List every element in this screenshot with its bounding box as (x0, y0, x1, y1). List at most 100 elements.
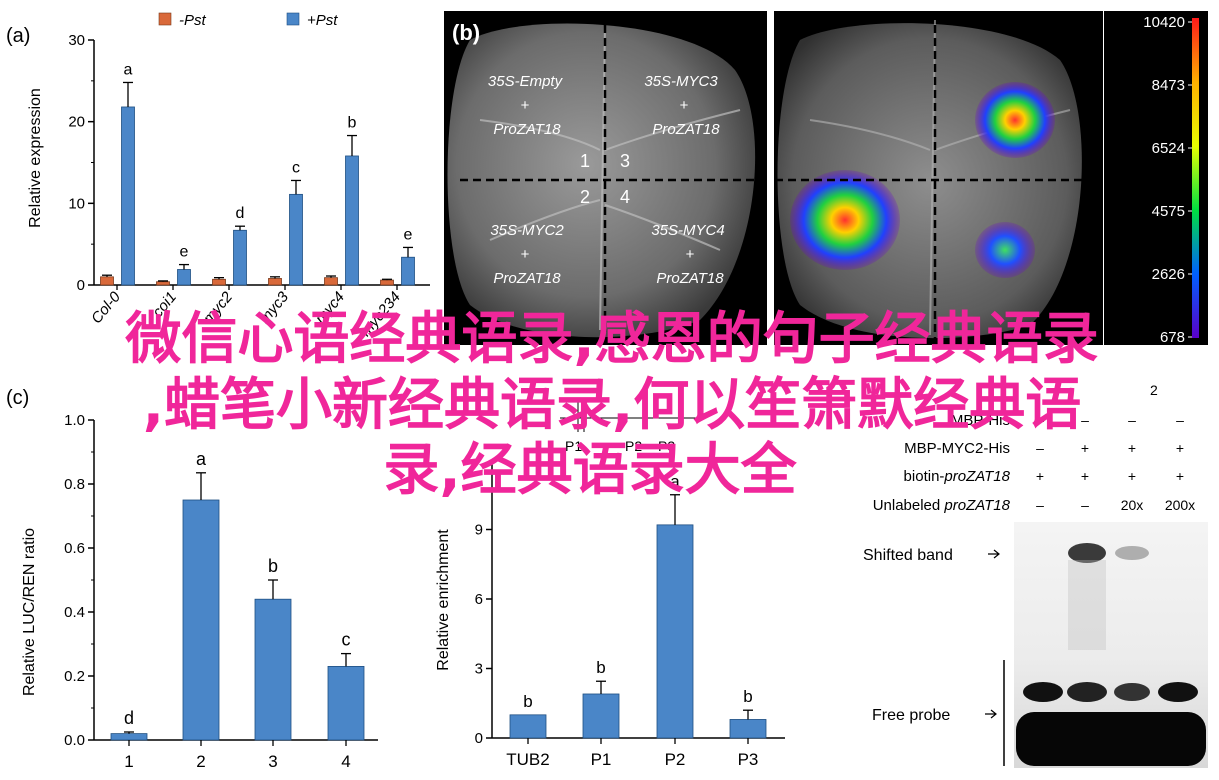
shifted-band-lane-2 (1068, 543, 1106, 563)
pc-ytick-label-1: 0.2 (64, 668, 85, 685)
lane-1-row-2: – (1036, 440, 1044, 456)
overlay-line-3: 录,经典语录大全 (383, 438, 797, 503)
panel-e-lane-values: – – – – – + + + + + + + – – 20x 200x (1036, 412, 1195, 513)
quadrant-3-reporter: ProZAT18 (652, 121, 720, 138)
color-scale-panel (1104, 11, 1208, 345)
lane-4-row-2: + (1176, 440, 1184, 456)
row-label-mbp-his: MBP-His (951, 412, 1010, 429)
lane-2-row-4: – (1081, 497, 1089, 513)
panel-d-header-p3: P3 (658, 438, 675, 454)
panel-e-row-labels: MBP-His MBP-MYC2-His biotin-proZAT18 Unl… (873, 412, 1011, 514)
pc-ytick-label-5: 1.0 (64, 412, 85, 429)
quadrant-1-name: 35S-Empty (488, 73, 564, 90)
quadrant-2-reporter: ProZAT18 (493, 270, 561, 287)
shifted-band-lane-3 (1115, 546, 1149, 560)
pc-xtick-label-2: 3 (268, 752, 277, 771)
row-label-biotin: biotin-proZAT18 (904, 468, 1011, 485)
pc-0-bar (110, 733, 148, 741)
lane-1-row-1: – (1036, 412, 1044, 428)
pc-ytick-label-4: 0.8 (64, 476, 85, 493)
luminescence-spot-myc2 (790, 170, 900, 270)
scale-tick-label-5: 678 (1160, 329, 1185, 346)
pa-plus-1-letter: e (180, 244, 189, 261)
overlay-line-2: ,蜡笔小新经典语录,何以笙箫默经典语 (143, 373, 1082, 438)
pd-3-letter: b (743, 687, 752, 706)
pa-plus-2-letter: d (236, 205, 245, 222)
free-band-upper-lane-4 (1158, 682, 1198, 702)
quadrant-number-1: 1 (580, 151, 590, 171)
luminescence-spot-myc3 (975, 82, 1055, 158)
quadrant-4-plus: + (686, 246, 695, 263)
pa-plus-3-bar (289, 193, 303, 286)
pc-ytick-label-2: 0.4 (64, 604, 85, 621)
panel-e-header-fragment: 2 (1150, 382, 1158, 398)
legend-swatch-minus (158, 12, 172, 26)
panel-d-header-p2: P2 (625, 438, 642, 454)
panel-e: 2 MBP-His MBP-MYC2-His biotin-proZAT18 U… (863, 382, 1208, 768)
free-probe-label: Free probe (872, 707, 950, 724)
pd-0-bar (509, 714, 547, 739)
row-label-unlabeled-probe: proZAT18 (943, 497, 1010, 514)
pc-3-bar (327, 666, 365, 741)
lane-4-row-1: – (1176, 412, 1184, 428)
leaf-veins-left (479, 24, 741, 331)
lane-4-row-4: 200x (1165, 497, 1195, 513)
scale-tick-label-4: 2626 (1152, 266, 1185, 283)
pa-minus-2-bar (212, 278, 226, 286)
pa-minus-5-bar (380, 279, 394, 286)
scale-tick-label-3: 4575 (1152, 203, 1185, 220)
quadrant-numbers: 1 3 2 4 (580, 151, 630, 207)
color-scale-bar (1192, 18, 1199, 338)
luminescence-spot-myc4 (975, 222, 1035, 278)
pa-minus-3-bar (268, 278, 282, 286)
panel-c: (c) Relative LUC/REN ratio 0.0 0.2 0.4 0.6 0… (6, 387, 378, 771)
overlay-line-1: 微信心语经典语录,感恩的句子经典语录 (124, 307, 1098, 372)
pd-3-bar (729, 719, 767, 739)
panel-b: (b) 35S-Empty + ProZAT18 35S-MYC3 + ProZ… (444, 11, 1208, 346)
pc-0-letter: d (124, 708, 134, 728)
pd-xtick-label-2: P2 (665, 750, 686, 769)
quadrant-3-name: 35S-MYC3 (644, 73, 718, 90)
row-label-unlabeled-prefix: Unlabeled (873, 497, 945, 514)
legend-swatch-plus (286, 12, 300, 26)
lane-1-row-4: – (1036, 497, 1044, 513)
pc-xtick-label-3: 4 (341, 752, 350, 771)
pc-ytick-label-0: 0.0 (64, 732, 85, 749)
pa-plus-0-bar (121, 106, 135, 286)
lane-2-row-2: + (1081, 440, 1089, 456)
pd-ytick-label-1: 3 (475, 661, 483, 678)
legend-label-minus: -Pst (179, 12, 207, 29)
smear-lane-2 (1068, 560, 1106, 650)
pc-3-letter: c (342, 630, 351, 650)
pa-plus-5-bar (401, 256, 415, 286)
quadrant-number-3: 3 (620, 151, 630, 171)
free-band-upper-lane-1 (1023, 682, 1063, 702)
row-label-biotin-probe: proZAT18 (943, 468, 1010, 485)
pa-plus-3-letter: c (292, 159, 300, 176)
pa-plus-1-bar (177, 269, 191, 286)
lane-2-row-3: + (1081, 468, 1089, 484)
panel-a-ylabel: Relative expression (27, 88, 44, 228)
scale-tick-label-0: 10420 (1143, 14, 1185, 31)
lane-3-row-4: 20x (1121, 497, 1144, 513)
pc-1-letter: a (196, 449, 207, 469)
pd-xtick-label-3: P3 (738, 750, 759, 769)
quadrant-labels: 35S-Empty + ProZAT18 35S-MYC3 + ProZAT18… (488, 73, 725, 287)
quadrant-1-reporter: ProZAT18 (493, 121, 561, 138)
lane-2-row-1: – (1081, 412, 1089, 428)
row-label-mbp-myc2-his: MBP-MYC2-His (904, 440, 1010, 457)
pd-1-letter: b (596, 658, 605, 677)
scale-tick-label-2: 6524 (1152, 140, 1185, 157)
pa-ytick-label-3: 30 (68, 32, 85, 49)
quadrant-3-plus: + (680, 97, 689, 114)
pa-plus-4-bar (345, 155, 359, 286)
legend-label-plus: +Pst (307, 12, 338, 29)
pd-xtick-label-0: TUB2 (506, 750, 549, 769)
pa-ytick-label-0: 0 (77, 277, 85, 294)
quadrant-number-4: 4 (620, 187, 630, 207)
free-band-upper-lane-2 (1067, 682, 1107, 702)
pc-2-bar (254, 598, 292, 741)
color-scale-ticks: 10420 8473 6524 4575 2626 678 (1143, 14, 1192, 346)
shifted-band-label: Shifted band (863, 547, 953, 564)
